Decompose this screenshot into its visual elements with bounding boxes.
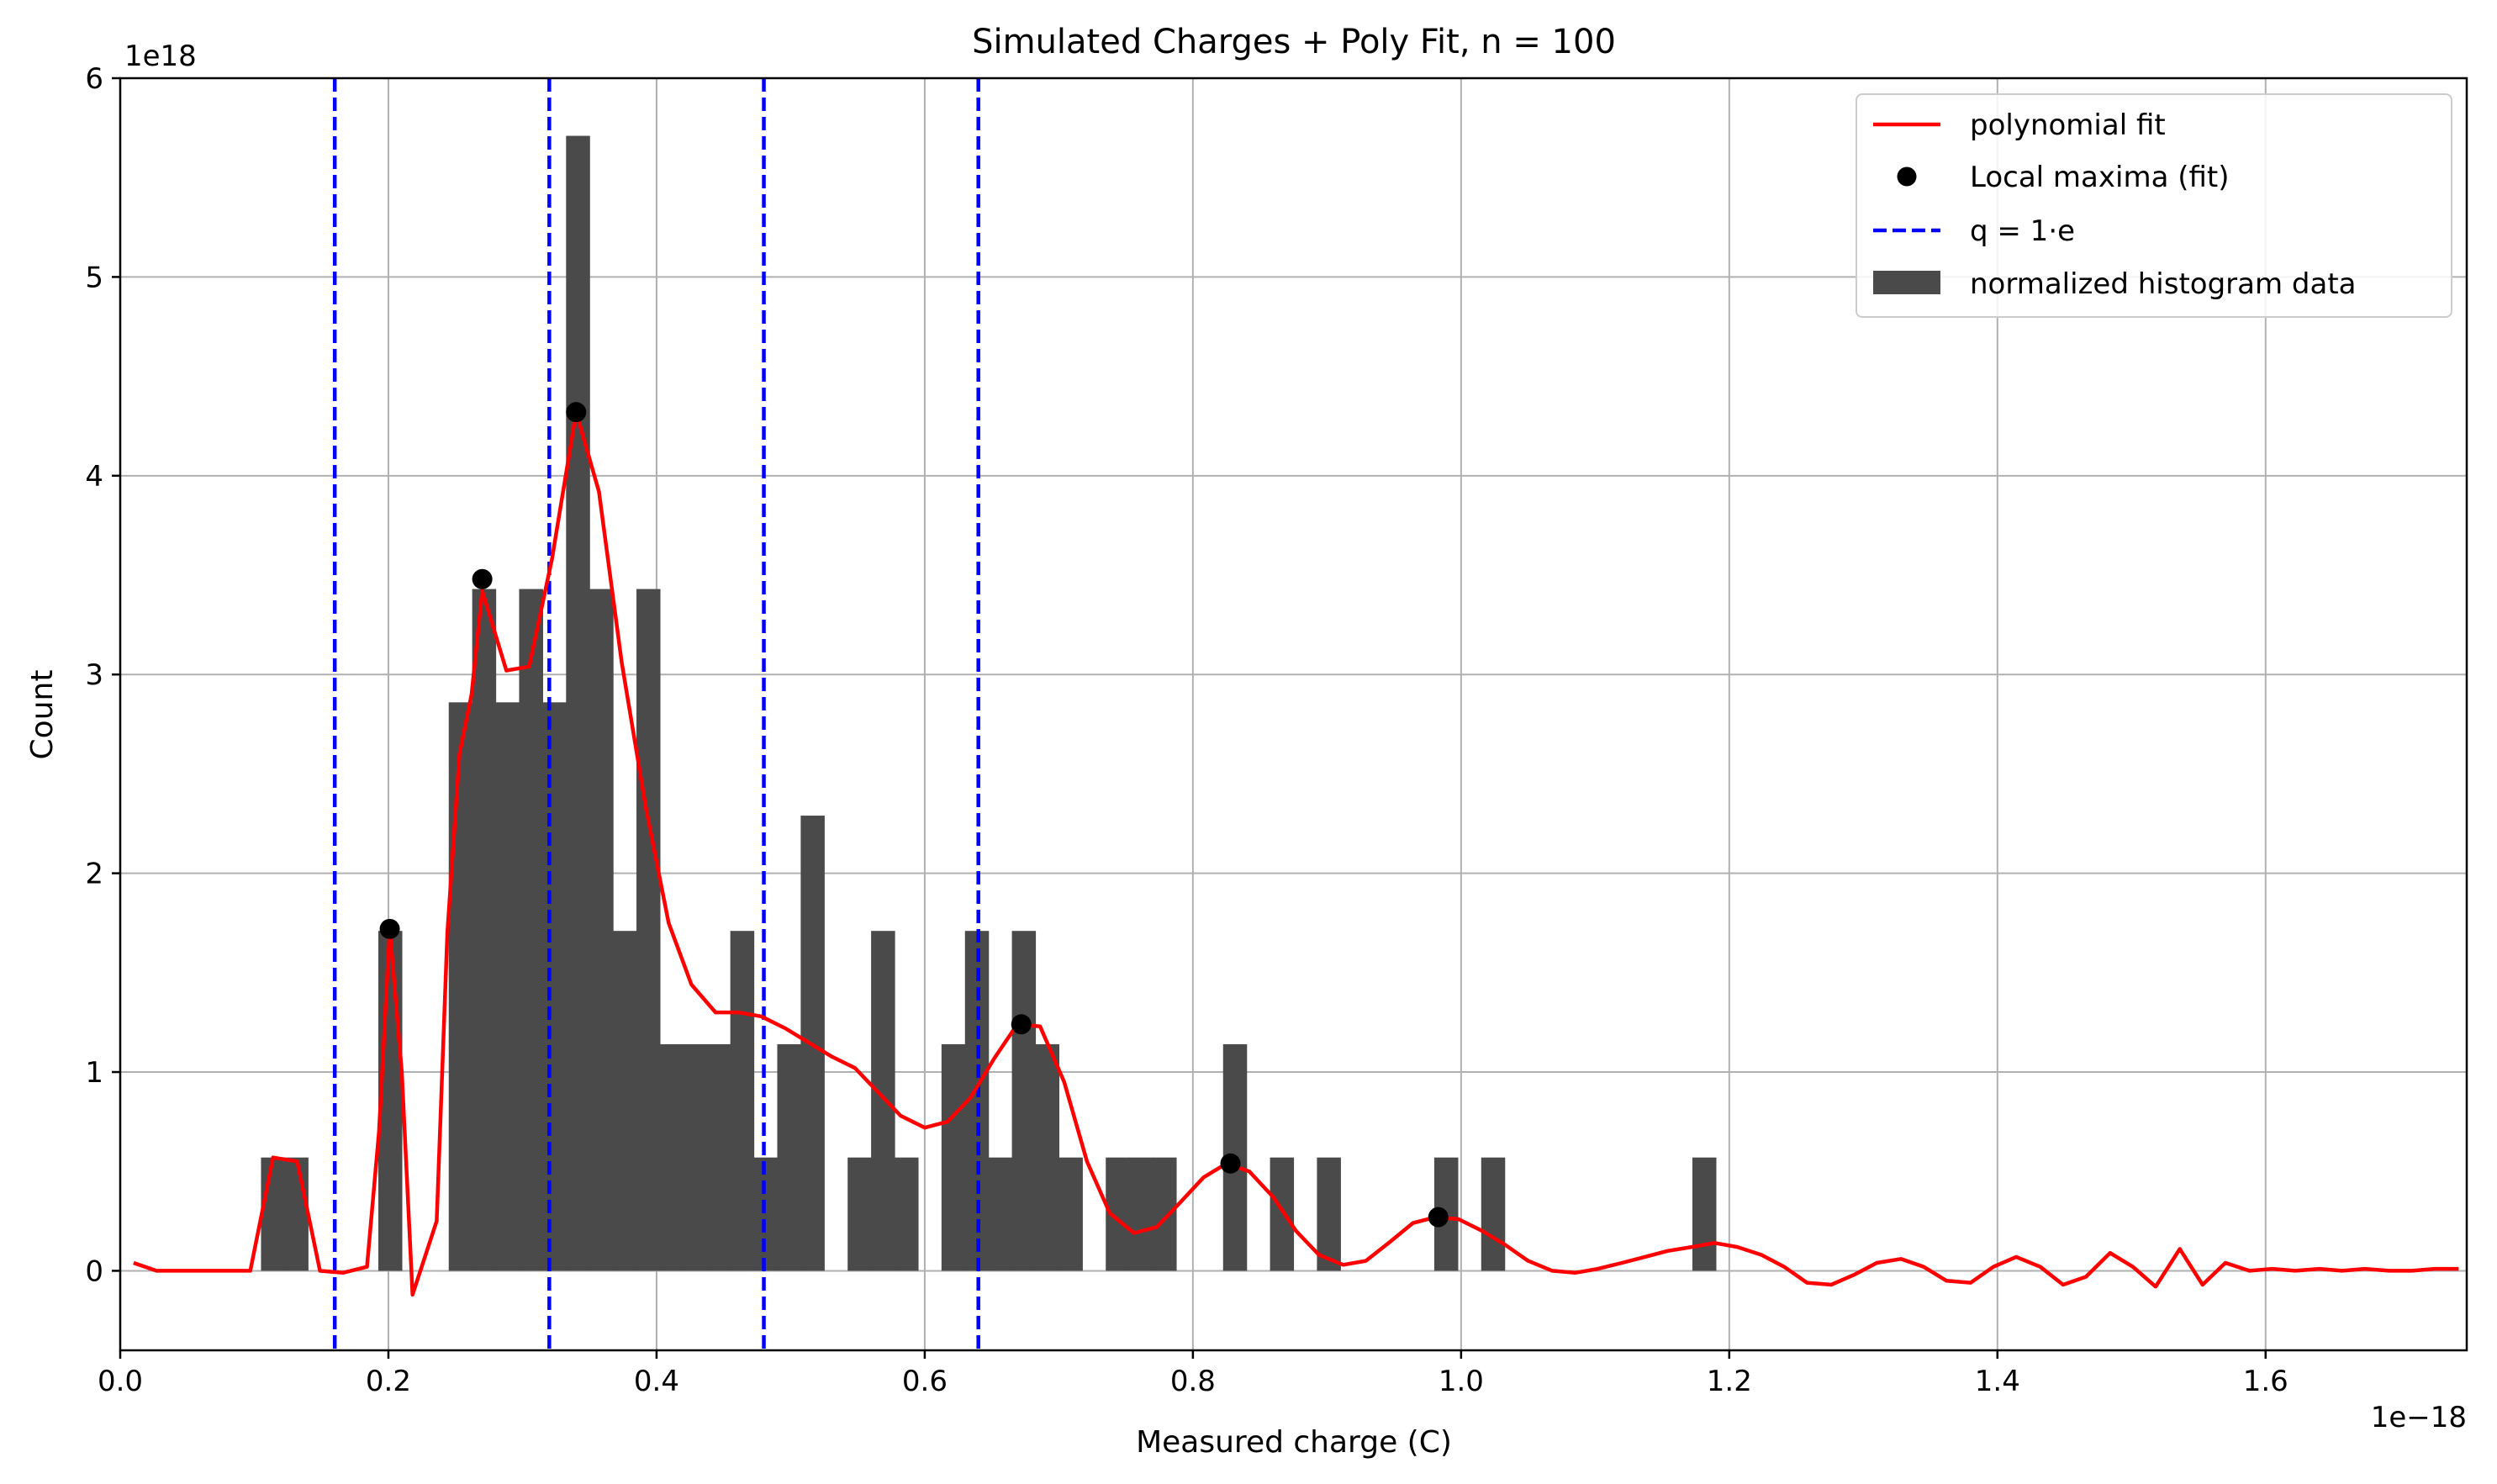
histogram-bar: [683, 1043, 708, 1271]
histogram-bar: [472, 589, 497, 1271]
histogram-bar: [566, 135, 590, 1271]
maxima-point: [1220, 1153, 1241, 1174]
histogram-bar: [1153, 1157, 1177, 1271]
legend-histogram-swatch: [1873, 271, 1940, 294]
x-tick-label: 1.2: [1707, 1365, 1752, 1398]
maxima-point: [566, 402, 587, 423]
histogram-bar: [895, 1157, 919, 1271]
histogram-bar: [730, 931, 755, 1271]
histogram-bar: [753, 1157, 779, 1271]
y-tick-label: 5: [85, 261, 103, 294]
histogram-bar: [261, 1157, 285, 1271]
fit-curve: [133, 409, 2459, 1297]
histogram-bar: [448, 702, 473, 1271]
histogram-bar: [1058, 1157, 1083, 1271]
legend-box: [1856, 93, 2452, 318]
legend-histogram-label: normalized histogram data: [1970, 267, 2356, 301]
y-tick-label: 4: [85, 460, 103, 494]
x-axis-label: Measured charge (C): [1136, 1425, 1452, 1460]
maxima-points: [379, 402, 1449, 1228]
maxima-point: [472, 568, 493, 589]
x-tick-label: 0.8: [1170, 1365, 1216, 1398]
histogram-bar: [519, 589, 543, 1271]
histogram-bar: [1035, 1043, 1059, 1271]
histogram-bar: [589, 589, 614, 1271]
x-tick-label: 1.0: [1439, 1365, 1484, 1398]
histogram-bar: [988, 1157, 1013, 1271]
histogram-bar: [706, 1043, 731, 1271]
histogram-bar: [1317, 1157, 1341, 1271]
y-tick-label: 2: [85, 858, 103, 891]
legend-reference-label: q = 1·e: [1970, 214, 2075, 248]
y-axis-label: Count: [25, 670, 60, 760]
histogram-bar: [1129, 1157, 1153, 1271]
legend-maxima-label: Local maxima (fit): [1970, 161, 2230, 194]
y-tick-label: 0: [85, 1254, 103, 1288]
histogram-bar: [871, 931, 895, 1271]
histogram-bar: [1270, 1157, 1295, 1271]
x-axis-ticks: 0.0 0.2 0.4 0.6 0.8 1.0 1.2 1.4 1.6: [98, 1350, 2288, 1398]
histogram-bar: [495, 702, 520, 1271]
y-tick-label: 6: [85, 62, 103, 96]
histogram-bar: [777, 1043, 801, 1271]
legend-maxima-swatch: [1897, 166, 1917, 187]
legend-fit-label: polynomial fit: [1970, 108, 2166, 142]
x-tick-label: 1.6: [2243, 1365, 2288, 1398]
histogram-bar: [1011, 931, 1037, 1271]
histogram-bar: [542, 702, 567, 1271]
histogram-bar: [659, 1043, 684, 1271]
x-offset-text: 1e−18: [2371, 1401, 2467, 1434]
maxima-point: [1011, 1014, 1032, 1035]
x-tick-label: 0.2: [366, 1365, 411, 1398]
chart-title: Simulated Charges + Poly Fit, n = 100: [972, 23, 1616, 61]
histogram-bar: [636, 589, 661, 1271]
x-tick-label: 0.6: [902, 1365, 948, 1398]
fit-curve-group: [133, 409, 2459, 1297]
histogram-bar: [284, 1157, 309, 1271]
histogram-bar: [847, 1157, 872, 1271]
y-offset-text: 1e18: [124, 40, 197, 73]
y-axis-ticks: 0 1 2 3 4 5 6: [85, 62, 120, 1288]
maxima-point: [1428, 1207, 1449, 1228]
plot-frame: [119, 77, 2468, 1352]
maxima-point: [379, 918, 400, 939]
histogram-bar: [1481, 1157, 1506, 1271]
histogram-bar: [941, 1043, 966, 1271]
x-tick-label: 1.4: [1975, 1365, 2020, 1398]
y-tick-label: 1: [85, 1056, 103, 1090]
x-tick-label: 0.4: [634, 1365, 679, 1398]
legend: polynomial fit Local maxima (fit) q = 1·…: [1856, 93, 2452, 318]
x-tick-label: 0.0: [98, 1365, 143, 1398]
histogram-bar: [1692, 1157, 1717, 1271]
histogram-bar: [613, 931, 637, 1271]
y-tick-label: 3: [85, 658, 103, 692]
